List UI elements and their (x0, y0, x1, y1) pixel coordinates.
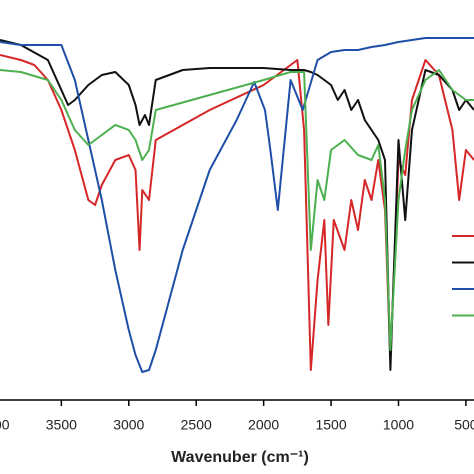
x-tick-label: 2500 (181, 417, 212, 433)
x-axis-title: Wavenuber (cm⁻¹) (171, 449, 309, 466)
spectrum-line (0, 39, 474, 371)
spectrum-line (0, 69, 474, 351)
x-tick-label: 1000 (383, 417, 414, 433)
x-tick-label: 1500 (315, 417, 346, 433)
x-tick-label: 500 (454, 417, 474, 433)
x-tick-label: 3000 (113, 417, 144, 433)
spectrum-line (0, 54, 474, 371)
x-tick-label: 4000 (0, 417, 10, 433)
x-tick-label: 2000 (248, 417, 279, 433)
x-tick-label: 3500 (46, 417, 77, 433)
